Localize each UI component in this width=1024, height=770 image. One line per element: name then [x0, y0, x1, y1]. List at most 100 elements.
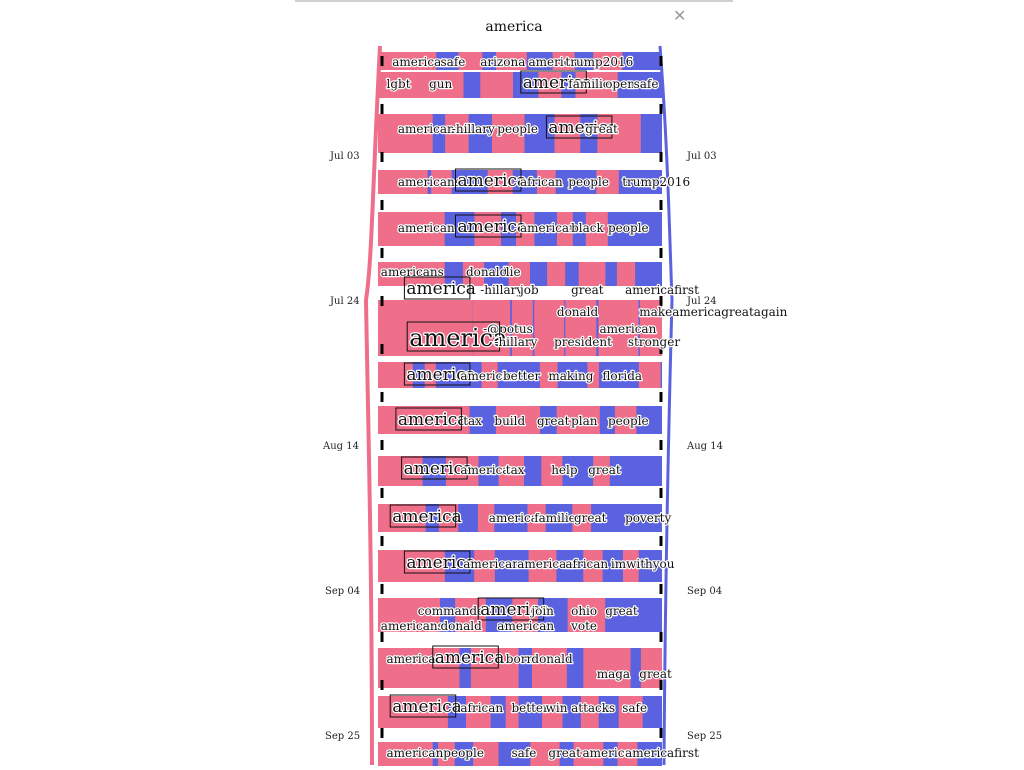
right-date-label: Jul 24: [687, 296, 717, 307]
word-label: president: [554, 335, 612, 349]
word-label: better: [512, 701, 550, 715]
word-label: american: [463, 557, 520, 571]
word-label: americans: [398, 175, 461, 189]
word-label: better: [503, 369, 541, 383]
stream-stripe: [598, 300, 639, 356]
word-label: black: [571, 221, 604, 235]
word-label: great: [639, 667, 672, 681]
left-date-label: Sep 25: [325, 731, 361, 742]
word-label: join: [529, 604, 554, 618]
word-label: america: [406, 279, 476, 299]
stream-stripe: [597, 114, 641, 153]
stream-stripe: [378, 406, 438, 434]
close-icon[interactable]: ✕: [673, 6, 687, 25]
stream-stripe: [378, 696, 433, 728]
word-label: america: [404, 459, 474, 479]
word-label: -hillary: [452, 122, 495, 136]
word-label: america: [392, 507, 462, 527]
highlight-box: [406, 321, 501, 352]
stream-stripe: [498, 456, 524, 486]
highlight-box: [389, 504, 457, 528]
stream-stripe: [487, 170, 513, 194]
word-label: america: [406, 365, 476, 385]
word-label: great: [548, 746, 581, 760]
stream-stripe: [583, 550, 603, 582]
stream-stripe: [495, 406, 541, 434]
highlight-box: [403, 362, 471, 386]
word-label: safe: [441, 55, 466, 69]
word-label: african: [460, 701, 503, 715]
stream-stripe: [445, 456, 479, 486]
word-label: african: [520, 175, 563, 189]
stream-stripe: [492, 114, 525, 153]
highlight-box: [455, 168, 522, 192]
word-label: america: [398, 410, 468, 430]
word-label: american: [460, 369, 517, 383]
stream-stripe: [532, 648, 567, 688]
stream-stripe: [585, 212, 608, 246]
stream-stripe: [512, 598, 538, 632]
stream-stripe: [541, 456, 563, 486]
word-label: lie: [506, 265, 521, 279]
highlight-box: [403, 276, 471, 300]
stream-stripe: [528, 550, 557, 582]
stream-stripe: [614, 406, 637, 434]
stream-stripe: [639, 300, 662, 356]
word-label: great: [574, 511, 607, 525]
word-label: americans: [381, 619, 444, 633]
stream-stripe: [378, 52, 428, 70]
word-label: america: [406, 553, 476, 573]
word-label: america: [409, 324, 507, 352]
stream-stripe: [422, 550, 445, 582]
word-label: americans: [520, 221, 583, 235]
word-label: american: [398, 221, 455, 235]
stream-stripe: [378, 72, 433, 98]
stream-stripe: [424, 362, 436, 388]
word-label: people: [568, 175, 609, 189]
highlight-box: [395, 407, 462, 431]
word-label: vote: [570, 619, 597, 633]
word-label: safe: [512, 746, 537, 760]
word-label: donald: [557, 305, 599, 319]
stream-stripe: [508, 262, 530, 286]
word-label: american: [392, 55, 449, 69]
stream-stripe: [542, 696, 563, 728]
word-label: american: [489, 511, 546, 525]
stream-stripe: [474, 212, 501, 246]
word-label: safe: [634, 77, 659, 91]
stream-stripe: [580, 696, 599, 728]
right-date-label: Jul 03: [687, 151, 717, 162]
word-label: america: [548, 118, 618, 138]
word-label: great: [585, 122, 618, 136]
word-label: families: [568, 77, 616, 91]
stream-stripe: [378, 550, 428, 582]
word-label: families: [534, 511, 582, 525]
stream-stripe: [583, 648, 631, 688]
word-label: americans: [381, 265, 444, 279]
word-label: help: [551, 463, 578, 477]
word-label: open: [605, 77, 635, 91]
word-label: america: [523, 73, 593, 93]
word-label: commander: [418, 604, 490, 618]
right-date-label: Sep 04: [687, 586, 723, 597]
word-label: great: [588, 463, 621, 477]
left-date-label: Jul 03: [330, 151, 360, 162]
word-label: -@potus: [483, 322, 533, 336]
stream-stripe: [378, 212, 428, 246]
stream-stripe: [480, 72, 513, 98]
word-label: maga: [597, 667, 630, 681]
stream-stripe: [567, 598, 606, 632]
word-label: attacks: [571, 701, 615, 715]
stream-stripe: [539, 362, 558, 388]
word-label: -hillary: [494, 335, 537, 349]
stream-stripe: [618, 696, 643, 728]
word-label: americans: [398, 122, 461, 136]
word-label: tax: [506, 463, 525, 477]
word-label: makeamericagreatagain: [639, 305, 787, 319]
word-label: american: [387, 746, 444, 760]
stream-stripe: [505, 696, 519, 728]
word-label: great: [571, 283, 604, 297]
stream-stripe: [431, 170, 452, 194]
stream-stripe: [466, 696, 491, 728]
